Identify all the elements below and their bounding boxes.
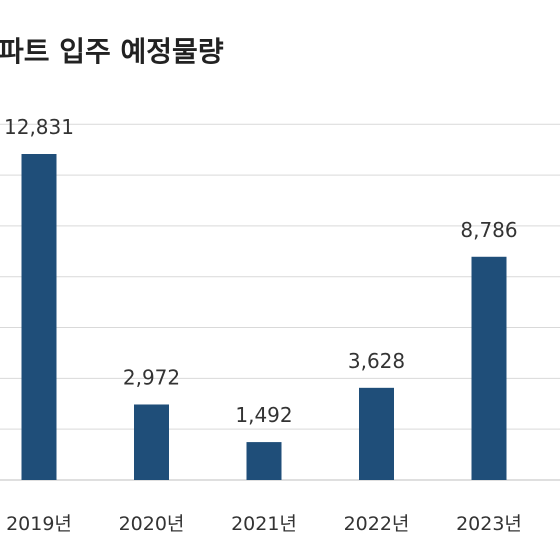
gridlines [0,123,560,481]
x-tick-label: 2022년 [344,513,410,535]
x-tick-labels: 2019년 2020년 2021년 2022년 2023년 [6,513,522,535]
bars [21,154,507,480]
data-label: 8,786 [460,218,517,242]
chart-title: 파트 입주 예정물량 [0,35,224,68]
x-tick-label: 2020년 [119,513,185,535]
bar-2023년 [471,256,507,480]
x-tick-label: 2019년 [6,513,72,535]
bar-2022년 [359,387,394,480]
x-tick-label: 2021년 [231,513,297,535]
data-labels: 12,831 2,972 1,492 3,628 8,786 [4,115,518,427]
data-label: 2,972 [123,365,180,389]
bar-2019년 [21,154,57,480]
x-tick-label: 2023년 [456,513,522,535]
data-label: 1,492 [235,403,292,427]
data-label: 3,628 [348,349,405,373]
bar-2020년 [134,404,169,480]
bar-2021년 [246,442,282,480]
data-label: 12,831 [4,115,74,139]
